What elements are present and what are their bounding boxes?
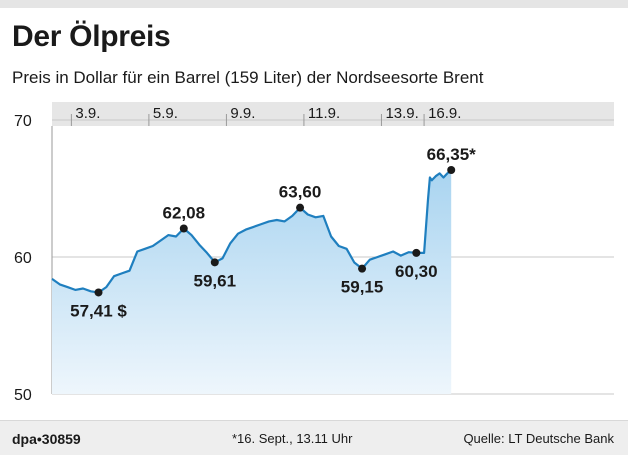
footer: dpa•30859 *16. Sept., 13.11 Uhr Quelle: …	[0, 420, 628, 455]
price-marker	[447, 166, 456, 175]
price-marker	[210, 258, 219, 267]
price-label: 60,30	[395, 262, 438, 281]
price-marker	[179, 224, 188, 233]
credit-label: dpa•30859	[12, 431, 81, 447]
x-tick-label: 9.9.	[230, 105, 255, 122]
x-tick-label: 5.9.	[153, 105, 178, 122]
price-marker	[296, 203, 305, 212]
price-label: 59,61	[194, 271, 237, 290]
top-rule	[0, 0, 628, 8]
x-axis-ticks: 3.9. 5.9. 9.9. 11.9. 13.9. 16.9.	[70, 105, 461, 126]
y-tick-label: 70	[14, 113, 32, 130]
price-area	[52, 170, 452, 394]
x-tick-label: 13.9.	[385, 105, 418, 122]
price-label: 63,60	[279, 183, 322, 202]
source-label: Quelle: LT Deutsche Bank	[463, 431, 614, 446]
price-label: 62,08	[163, 204, 206, 223]
y-axis-ticks: 50 60 70	[14, 113, 32, 404]
price-marker	[358, 264, 367, 273]
chart-title: Der Ölpreis	[12, 20, 171, 53]
x-tick-label: 16.9.	[428, 105, 461, 122]
price-marker	[94, 288, 103, 297]
price-markers: 57,41 $ 62,08 59,61 63,60 59,15 60,30 66,35*	[70, 145, 476, 320]
y-tick-label: 60	[14, 250, 32, 267]
y-tick-label: 50	[14, 387, 32, 404]
footnote: *16. Sept., 13.11 Uhr	[232, 431, 353, 446]
price-label: 66,35*	[427, 145, 477, 164]
date-band	[52, 102, 614, 126]
chart-subtitle: Preis in Dollar für ein Barrel (159 Lite…	[12, 68, 484, 87]
price-marker	[412, 248, 421, 257]
price-label: 59,15	[341, 278, 384, 297]
oil-price-chart: 50 60 70 3.9. 5.9. 9.9. 11.9. 13.9. 16.9. 57,41…	[14, 102, 614, 404]
x-tick-label: 11.9.	[308, 105, 340, 122]
x-tick-label: 3.9.	[75, 105, 100, 122]
price-label: 57,41 $	[70, 301, 127, 320]
